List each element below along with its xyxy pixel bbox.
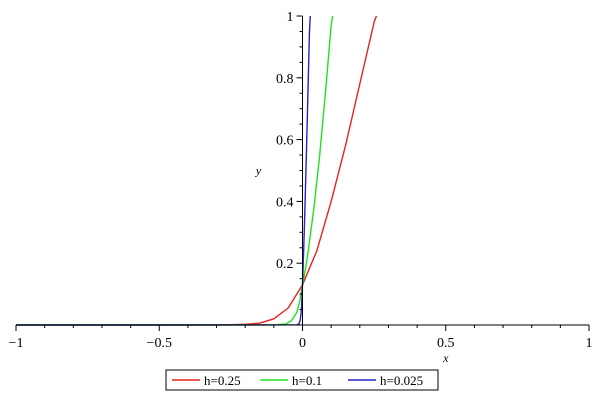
series-line-3 bbox=[16, 15, 311, 326]
legend: h=0.25 h=0.1 h=0.025 bbox=[165, 369, 439, 391]
y-tick-label: 0.6 bbox=[276, 134, 294, 149]
legend-box bbox=[165, 369, 439, 391]
x-axis-label: x bbox=[442, 351, 449, 365]
series-line-1 bbox=[16, 15, 378, 326]
y-tick-label: 0.4 bbox=[276, 195, 294, 210]
y-axis-label: y bbox=[255, 164, 262, 178]
x-tick-label: 1 bbox=[586, 336, 593, 351]
axis-ticks: −1 −0.5 0 0.5 1 0.2 0.4 0.6 0.8 1 bbox=[9, 10, 593, 351]
y-tick-label: 1 bbox=[287, 10, 294, 25]
legend-label: h=0.25 bbox=[204, 373, 241, 388]
legend-label: h=0.1 bbox=[292, 373, 322, 388]
series-curves bbox=[16, 15, 378, 326]
x-tick-label: 0.5 bbox=[437, 336, 455, 351]
series-line-2 bbox=[16, 15, 334, 326]
x-tick-label: 0 bbox=[299, 336, 306, 351]
y-tick-label: 0.2 bbox=[276, 257, 294, 272]
x-tick-label: −0.5 bbox=[147, 336, 172, 351]
x-tick-label: −1 bbox=[9, 336, 24, 351]
y-tick-label: 0.8 bbox=[276, 72, 294, 87]
legend-label: h=0.025 bbox=[380, 373, 423, 388]
